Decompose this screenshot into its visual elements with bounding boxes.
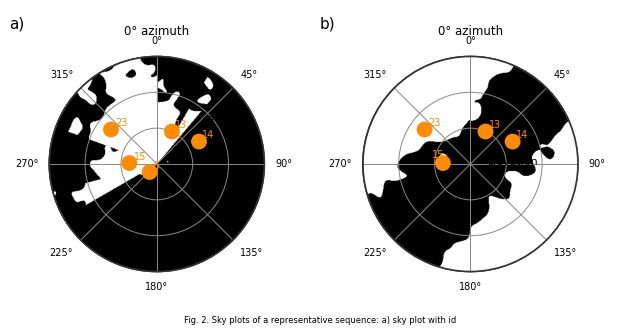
Point (145, 169, 155, 174)
Text: a): a) (10, 16, 25, 31)
Text: 90°: 90° (589, 159, 605, 169)
Text: 180°: 180° (459, 282, 482, 292)
Point (508, 139, 518, 144)
Text: 0° azimuth: 0° azimuth (438, 25, 503, 38)
Point (167, 129, 177, 134)
Text: 0° azimuth: 0° azimuth (124, 25, 189, 38)
Text: 135°: 135° (241, 248, 264, 258)
Point (419, 127, 429, 132)
Text: 180°: 180° (145, 282, 168, 292)
Text: 45°: 45° (241, 70, 257, 80)
Text: 315°: 315° (364, 70, 387, 80)
Text: 270°: 270° (15, 159, 38, 169)
Text: 13: 13 (489, 120, 501, 131)
Text: elevation: elevation (486, 157, 538, 167)
Text: 225°: 225° (364, 248, 387, 258)
Text: Fig. 2. Sky plots of a representative sequence: a) sky plot with id: Fig. 2. Sky plots of a representative se… (184, 316, 456, 325)
Polygon shape (49, 56, 264, 272)
Point (106, 127, 116, 132)
Text: 15: 15 (432, 150, 445, 160)
Text: 315°: 315° (50, 70, 73, 80)
Text: 270°: 270° (329, 159, 352, 169)
Text: 15: 15 (134, 152, 146, 162)
Text: b): b) (320, 16, 335, 31)
Text: 225°: 225° (50, 248, 73, 258)
Text: 0°: 0° (465, 36, 476, 46)
Text: 13: 13 (175, 120, 188, 131)
Text: 90°: 90° (275, 159, 292, 169)
Point (124, 160, 134, 166)
Text: 5: 5 (153, 161, 159, 171)
Polygon shape (363, 56, 578, 272)
Text: 14: 14 (516, 131, 528, 140)
Text: 23: 23 (428, 118, 440, 128)
Point (481, 129, 491, 134)
Text: 14: 14 (202, 131, 214, 140)
Text: 30°: 30° (207, 113, 224, 123)
Text: 23: 23 (115, 118, 127, 128)
Point (438, 160, 448, 166)
Text: 135°: 135° (554, 248, 577, 258)
Point (194, 139, 204, 144)
Text: 45°: 45° (554, 70, 571, 80)
Text: 0°: 0° (152, 36, 162, 46)
